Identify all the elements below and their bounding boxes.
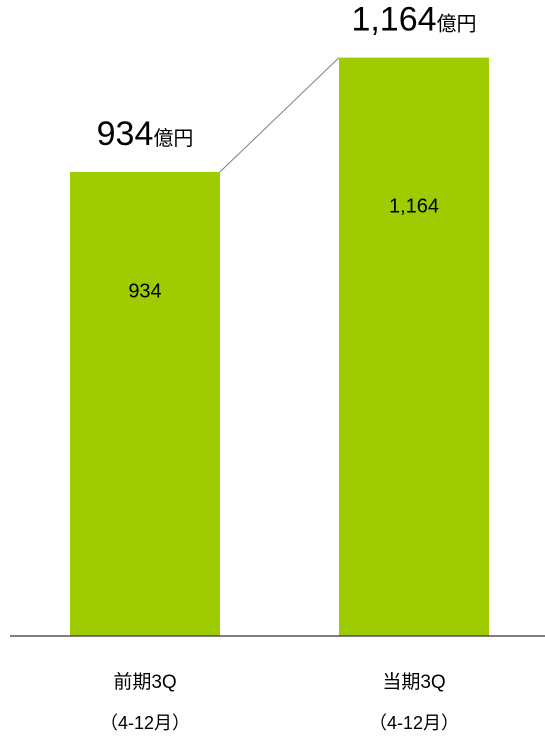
total-label-0: 934億円 — [97, 115, 194, 153]
bar-0 — [70, 171, 220, 636]
total-label-unit-0: 億円 — [153, 127, 193, 150]
category-sublabel-1: （4-12月） — [369, 713, 459, 733]
total-label-number-0: 934 — [97, 115, 154, 153]
total-label-1: 1,164億円 — [351, 1, 476, 39]
category-label-0: 前期3Q — [113, 671, 176, 693]
bar-1 — [339, 57, 489, 636]
connector-line — [219, 57, 340, 173]
data-label-0: 934 — [128, 281, 161, 303]
total-label-unit-1: 億円 — [437, 13, 477, 36]
total-label-number-1: 1,164 — [351, 1, 436, 39]
category-sublabel-0: （4-12月） — [100, 713, 190, 733]
category-label-1: 当期3Q — [382, 671, 445, 693]
data-label-1: 1,164 — [389, 196, 439, 218]
